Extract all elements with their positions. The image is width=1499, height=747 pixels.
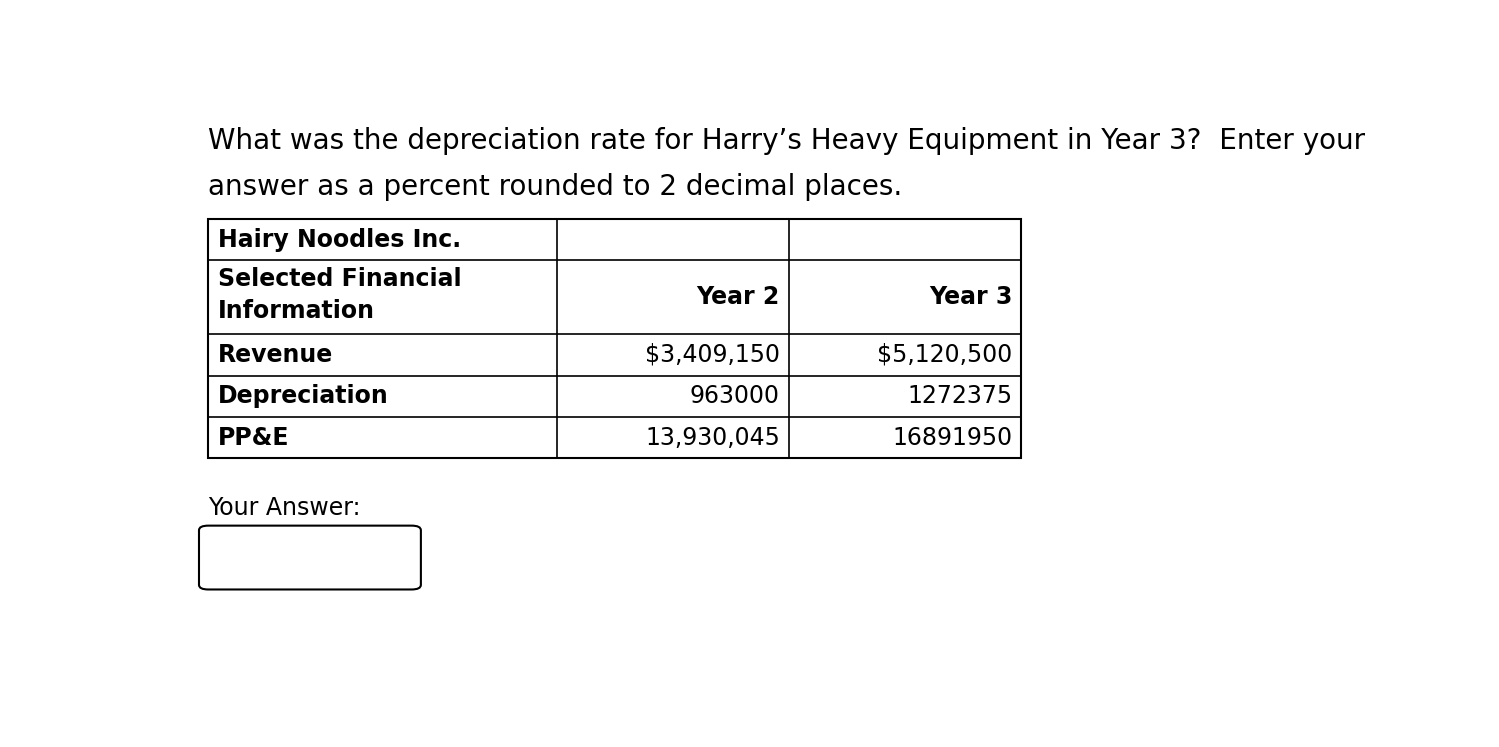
Text: Your Answer:: Your Answer:	[208, 496, 361, 520]
Text: Hairy Noodles Inc.: Hairy Noodles Inc.	[217, 228, 460, 252]
Text: What was the depreciation rate for Harry’s Heavy Equipment in Year 3?  Enter you: What was the depreciation rate for Harry…	[208, 127, 1366, 155]
Text: Selected Financial: Selected Financial	[217, 267, 462, 291]
Text: 963000: 963000	[690, 384, 779, 408]
Text: answer as a percent rounded to 2 decimal places.: answer as a percent rounded to 2 decimal…	[208, 173, 902, 201]
Text: Revenue: Revenue	[217, 343, 333, 367]
Text: $5,120,500: $5,120,500	[877, 343, 1012, 367]
Text: Year 2: Year 2	[697, 285, 779, 309]
Text: PP&E: PP&E	[217, 426, 289, 450]
Text: 1272375: 1272375	[907, 384, 1012, 408]
Text: Depreciation: Depreciation	[217, 384, 388, 408]
FancyBboxPatch shape	[199, 526, 421, 589]
Text: 16891950: 16891950	[892, 426, 1012, 450]
Text: Year 3: Year 3	[929, 285, 1012, 309]
Text: 13,930,045: 13,930,045	[645, 426, 779, 450]
Text: Information: Information	[217, 299, 375, 323]
Text: $3,409,150: $3,409,150	[645, 343, 779, 367]
